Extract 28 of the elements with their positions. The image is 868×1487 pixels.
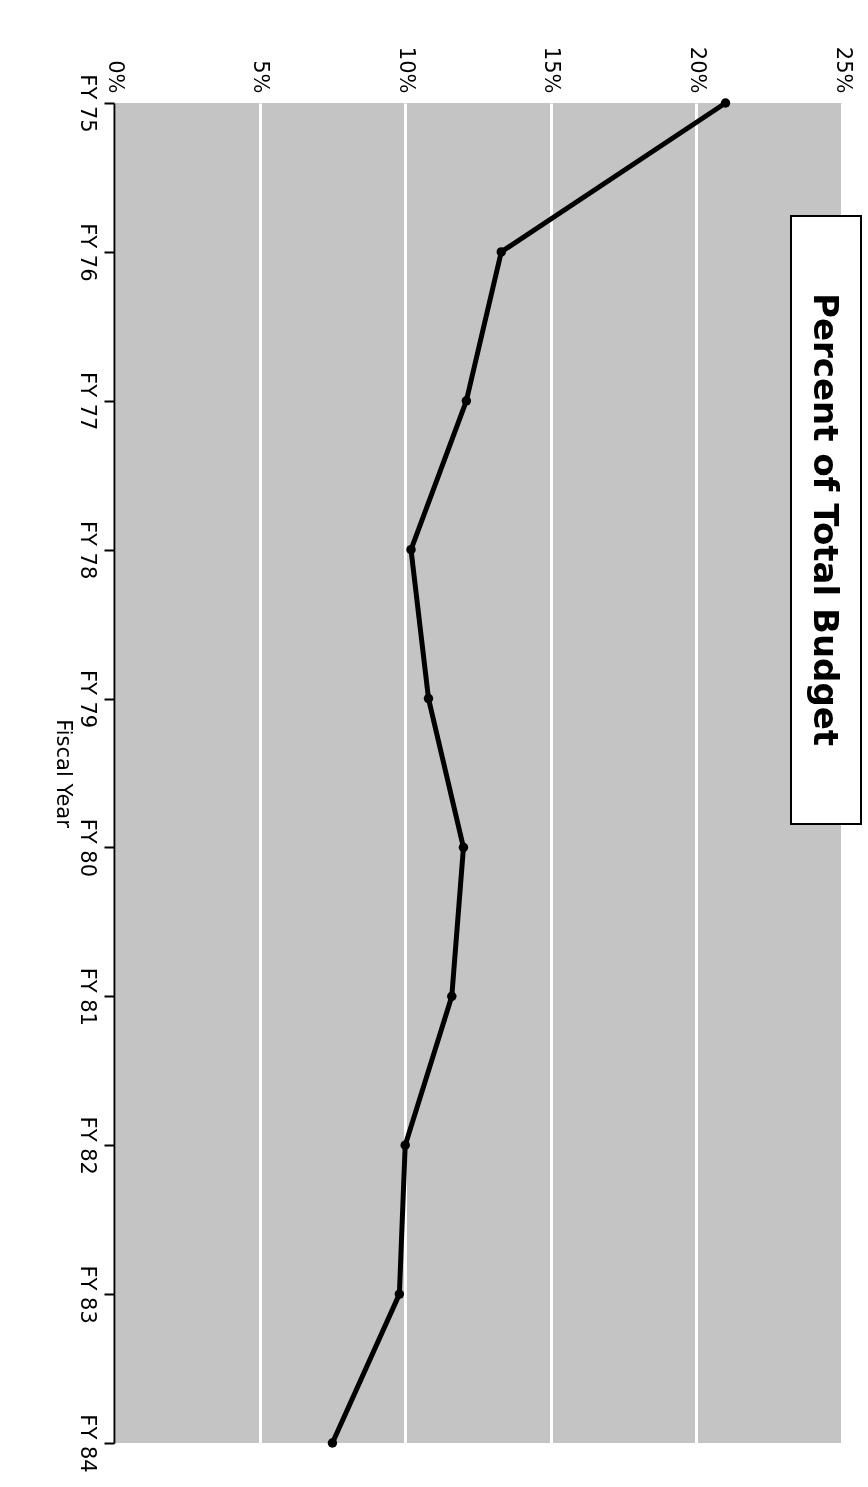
y-tick-label: FY 75 bbox=[75, 74, 100, 133]
y-tick-label: FY 80 bbox=[75, 818, 100, 878]
y-tick-label: FY 82 bbox=[75, 1116, 100, 1175]
x-tick-label: 0% bbox=[103, 60, 128, 94]
y-tick-label: FY 84 bbox=[75, 1414, 100, 1473]
x-tick-label: 20% bbox=[685, 46, 710, 94]
y-tick-label: FY 76 bbox=[75, 223, 100, 282]
x-tick-label: 15% bbox=[540, 46, 565, 94]
x-tick-label: 10% bbox=[394, 46, 419, 94]
point bbox=[447, 991, 457, 1002]
point bbox=[461, 396, 472, 406]
point bbox=[400, 1140, 410, 1150]
point bbox=[720, 98, 731, 108]
title-box: Percent of Total Budget bbox=[790, 215, 862, 825]
y-tick-label: FY 81 bbox=[75, 967, 100, 1026]
point bbox=[458, 842, 469, 853]
x-tick-label: 5% bbox=[249, 60, 274, 94]
y-axis-title: Fiscal Year bbox=[51, 719, 76, 829]
point bbox=[496, 247, 507, 257]
x-tick-label: 25% bbox=[831, 46, 856, 94]
point bbox=[423, 693, 434, 704]
y-tick-label: FY 83 bbox=[75, 1265, 100, 1324]
point bbox=[394, 1289, 405, 1299]
y-tick-label: FY 78 bbox=[75, 521, 100, 580]
y-tick-label: FY 79 bbox=[75, 669, 100, 729]
point bbox=[327, 1438, 338, 1448]
point bbox=[406, 544, 416, 555]
y-tick-label: FY 77 bbox=[75, 372, 100, 431]
